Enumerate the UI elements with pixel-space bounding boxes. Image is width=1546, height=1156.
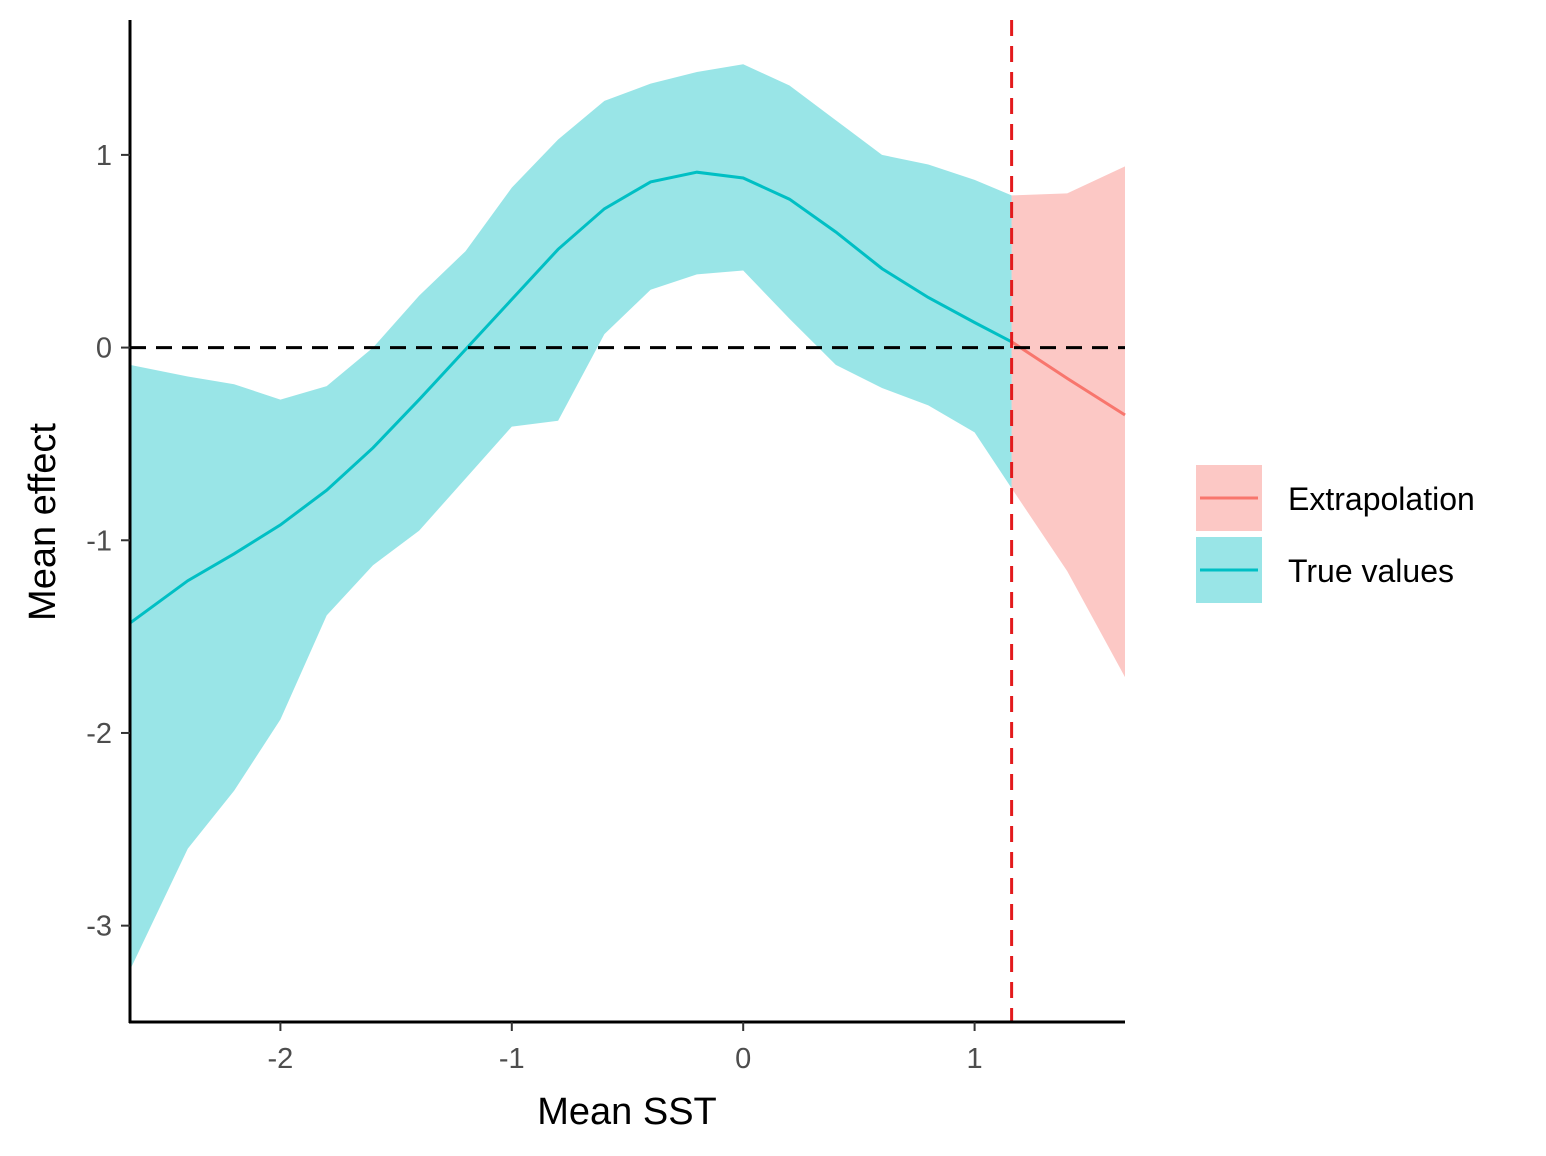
x-tick-label: 1 (967, 1043, 983, 1075)
line-true-values (129, 170, 1013, 625)
y-tick-label: -3 (86, 911, 112, 943)
x-tick-label: -1 (499, 1043, 525, 1075)
confidence-ribbons (130, 64, 1125, 971)
legend-label-true-values: True values (1288, 553, 1454, 589)
x-axis-title: Mean SST (537, 1091, 717, 1133)
legend: Extrapolation True values (1196, 465, 1475, 603)
legend-label-extrapolation: Extrapolation (1288, 481, 1475, 517)
ribbon-extrapolation (1011, 166, 1125, 678)
series-lines (129, 170, 1126, 625)
y-axis-title: Mean effect (22, 423, 64, 621)
y-tick-label: -1 (86, 525, 112, 557)
axes: -2 -1 0 1 -3 -2 -1 0 1 (86, 20, 1125, 1075)
line-extrapolation (1010, 340, 1126, 417)
reference-lines (130, 20, 1125, 1022)
x-tick-label: -2 (268, 1043, 294, 1075)
y-tick-label: 0 (96, 333, 112, 365)
y-tick-label: -2 (86, 718, 112, 750)
y-tick-label: 1 (96, 140, 112, 172)
x-tick-label: 0 (735, 1043, 751, 1075)
ribbon-true-values (130, 64, 1012, 971)
